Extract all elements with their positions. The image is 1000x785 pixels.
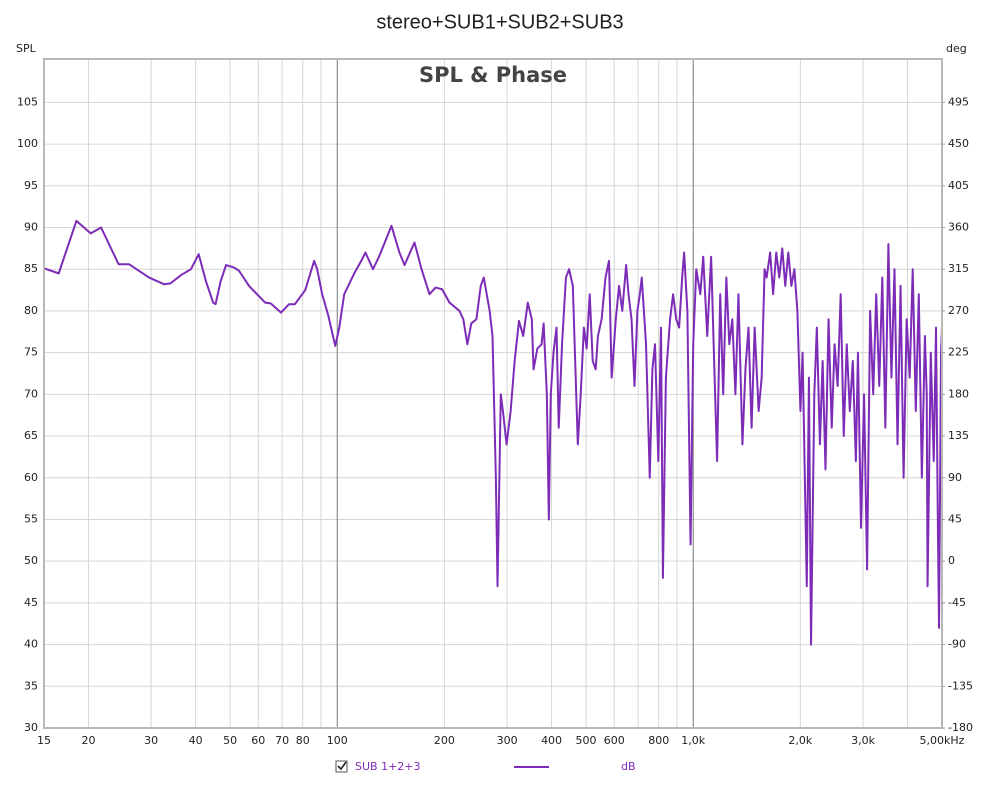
x-tick-label: 70 <box>275 734 289 747</box>
y-tick-label: 80 <box>24 304 38 317</box>
x-tick-label: 40 <box>189 734 203 747</box>
legend-unit: dB <box>621 760 636 773</box>
x-tick-label: 1,0k <box>681 734 705 747</box>
x-tick-label: 100 <box>327 734 348 747</box>
legend-checkbox[interactable] <box>335 760 348 773</box>
x-tick-label: 400 <box>541 734 562 747</box>
y-tick-label: 75 <box>24 346 38 359</box>
x-tick-label: 30 <box>144 734 158 747</box>
x-tick-label: 50 <box>223 734 237 747</box>
x-tick-label: 3,0k <box>851 734 875 747</box>
y-tick-label: 95 <box>24 179 38 192</box>
y-tick-label: 70 <box>24 387 38 400</box>
y2-tick-label: 180 <box>948 387 969 400</box>
y-tick-label: 45 <box>24 596 38 609</box>
x-tick-label: 80 <box>296 734 310 747</box>
x-tick-label: 600 <box>604 734 625 747</box>
y2-tick-label: 450 <box>948 137 969 150</box>
y2-tick-label: 45 <box>948 512 962 525</box>
x-tick-label: 15 <box>37 734 51 747</box>
plot-frame <box>43 58 943 729</box>
y-tick-label: 35 <box>24 679 38 692</box>
legend-check <box>337 761 347 771</box>
y-tick-label: 85 <box>24 262 38 275</box>
y2-tick-label: 405 <box>948 179 969 192</box>
y2-tick-label: 360 <box>948 221 969 234</box>
y-tick-label: 100 <box>17 137 38 150</box>
y2-tick-label: 225 <box>948 346 969 359</box>
x-tick-label: 500 <box>576 734 597 747</box>
plot-title: SPL & Phase <box>419 63 567 87</box>
y2-tick-label: 0 <box>948 554 955 567</box>
chart-title: stereo+SUB1+SUB2+SUB3 <box>376 11 623 33</box>
spl-line <box>44 219 942 646</box>
x-tick-label: 800 <box>648 734 669 747</box>
y-tick-label: 90 <box>24 221 38 234</box>
y2-tick-label: 270 <box>948 304 969 317</box>
x-tick-label: 5,00kHz <box>920 734 965 747</box>
legend-label: SUB 1+2+3 <box>355 760 421 773</box>
plot <box>44 219 942 646</box>
x-tick-label: 300 <box>497 734 518 747</box>
x-tick-label: 20 <box>81 734 95 747</box>
y-axis-label: SPL <box>16 42 37 55</box>
x-tick-label: 60 <box>251 734 265 747</box>
y-tick-label: 60 <box>24 471 38 484</box>
y2-tick-label: -135 <box>948 679 973 692</box>
y-tick-label: 40 <box>24 638 38 651</box>
grid <box>43 59 943 729</box>
x-tick-label: 2,0k <box>788 734 812 747</box>
x-tick-label: 200 <box>434 734 455 747</box>
y-tick-label: 55 <box>24 512 38 525</box>
y2-tick-label: 315 <box>948 262 969 275</box>
y2-tick-label: -90 <box>948 638 966 651</box>
y2-tick-label: -45 <box>948 596 966 609</box>
y-tick-label: 65 <box>24 429 38 442</box>
y2-tick-label: 495 <box>948 95 969 108</box>
y2-axis-label: deg <box>946 42 967 55</box>
y2-tick-label: 90 <box>948 471 962 484</box>
y2-tick-label: -180 <box>948 721 973 734</box>
y-tick-label: 105 <box>17 95 38 108</box>
y2-tick-label: 135 <box>948 429 969 442</box>
y-tick-label: 30 <box>24 721 38 734</box>
y-tick-label: 50 <box>24 554 38 567</box>
